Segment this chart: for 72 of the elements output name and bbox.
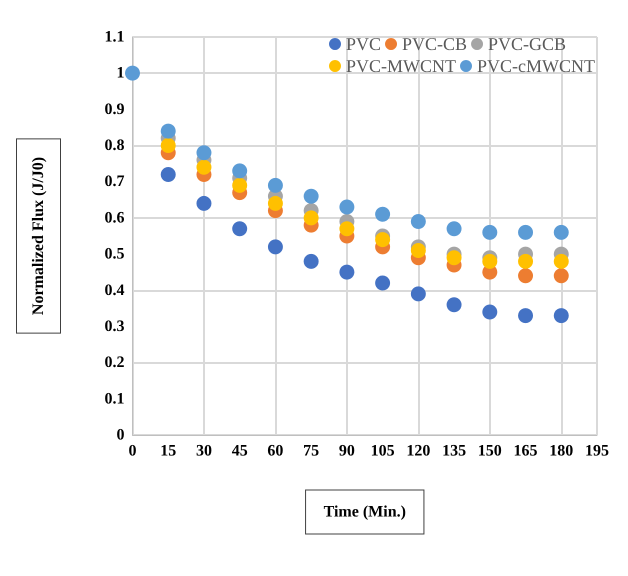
- y-tick-label: 0.4: [104, 282, 124, 299]
- y-tick-label: 0: [116, 426, 124, 444]
- legend-label: PVC: [346, 34, 382, 54]
- x-tick-label: 30: [196, 442, 212, 460]
- point: [268, 196, 283, 211]
- point: [554, 268, 569, 284]
- point: [446, 250, 462, 266]
- point: [375, 232, 390, 248]
- x-tick-label: 180: [549, 442, 574, 460]
- point: [232, 178, 248, 193]
- x-axis-title: Time (Min.): [324, 504, 406, 520]
- point: [375, 206, 390, 222]
- point: [232, 163, 248, 178]
- x-tick-label: 165: [514, 442, 538, 460]
- point: [410, 214, 426, 230]
- legend-label: PVC-GCB: [488, 34, 566, 54]
- point: [554, 254, 569, 269]
- point: [410, 242, 426, 258]
- point: [482, 224, 498, 240]
- point: [518, 308, 534, 324]
- point: [196, 196, 212, 211]
- y-tick-label: 0.6: [104, 209, 124, 226]
- point: [196, 160, 212, 175]
- legend-label: PVC-cMWCNT: [477, 56, 596, 76]
- point: [125, 66, 140, 81]
- point: [232, 221, 248, 236]
- point: [554, 308, 569, 324]
- point: [304, 188, 319, 204]
- y-tick-label: 0.9: [104, 100, 124, 118]
- x-tick-label: 150: [478, 442, 502, 460]
- point: [268, 178, 283, 193]
- point: [446, 297, 462, 312]
- x-tick-label: 120: [406, 442, 430, 460]
- x-tick-label: 15: [160, 442, 176, 460]
- y-tick-label: 0.7: [104, 173, 124, 190]
- point: [160, 138, 176, 154]
- point: [482, 304, 498, 320]
- x-tick-label: 195: [585, 442, 609, 460]
- y-tick-label: 0.3: [104, 318, 124, 335]
- y-tick-label: 0.8: [104, 137, 124, 154]
- y-tick-label: 1: [116, 64, 124, 82]
- y-tick-label: 0.5: [104, 246, 124, 263]
- point: [410, 286, 426, 302]
- x-tick-label: 90: [338, 442, 355, 460]
- point: [304, 210, 319, 226]
- point: [339, 264, 354, 280]
- legend-label: PVC-MWCNT: [346, 56, 456, 76]
- x-tick-label: 75: [303, 442, 320, 460]
- point: [196, 145, 212, 160]
- point: [268, 239, 283, 254]
- point: [482, 254, 498, 269]
- point: [518, 224, 534, 240]
- y-tick-label: 1.1: [104, 28, 124, 46]
- x-tick-label: 135: [442, 442, 466, 460]
- point: [339, 221, 354, 236]
- x-tick-label: 0: [128, 442, 136, 460]
- y-tick-label: 0.2: [104, 354, 124, 372]
- point: [518, 254, 534, 269]
- y-tick-label: 0.1: [104, 390, 124, 408]
- point: [160, 124, 176, 139]
- point: [518, 268, 534, 284]
- y-axis-title: Normalized Flux (J/J0): [30, 156, 47, 316]
- point: [446, 221, 462, 236]
- x-tick-label: 45: [232, 442, 248, 460]
- x-tick-label: 60: [267, 442, 284, 460]
- legend-label: PVC-CB: [402, 34, 468, 54]
- point: [304, 254, 319, 269]
- x-tick-label: 105: [370, 442, 395, 460]
- point: [375, 276, 390, 291]
- point: [160, 166, 176, 182]
- point: [554, 224, 569, 240]
- point: [339, 200, 354, 215]
